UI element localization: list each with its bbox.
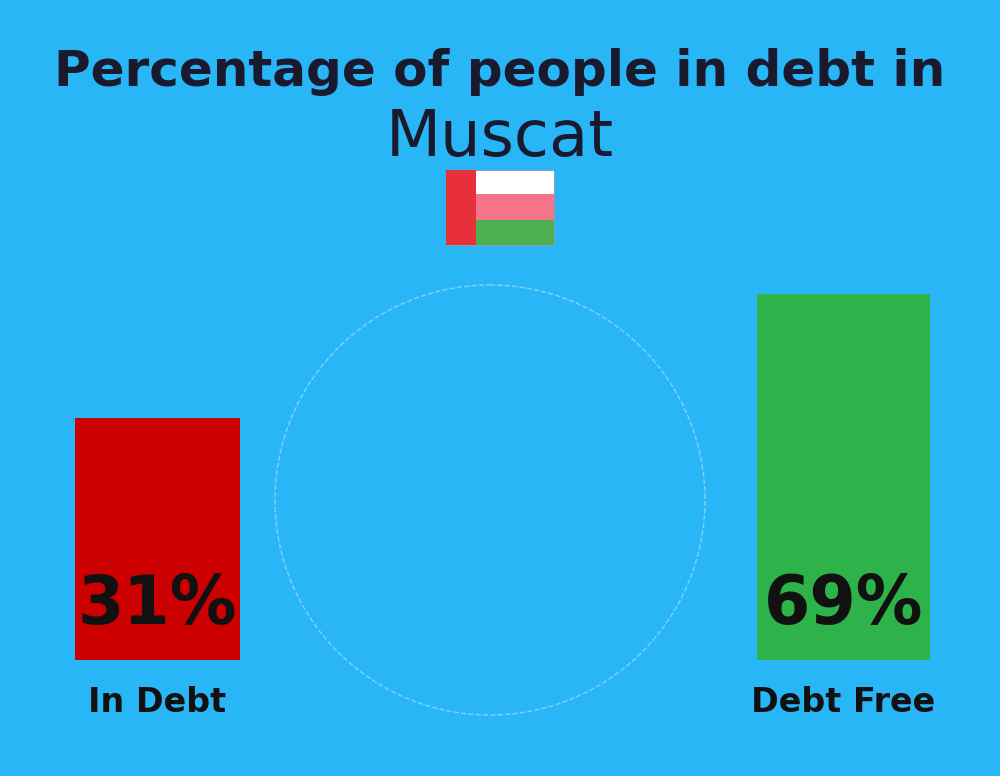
Text: 31%: 31%	[78, 572, 237, 638]
FancyBboxPatch shape	[476, 194, 554, 224]
Text: Percentage of people in debt in: Percentage of people in debt in	[54, 48, 946, 96]
Text: Debt Free: Debt Free	[751, 685, 936, 719]
FancyBboxPatch shape	[757, 294, 930, 660]
FancyBboxPatch shape	[75, 418, 240, 660]
FancyBboxPatch shape	[476, 220, 554, 244]
FancyBboxPatch shape	[446, 169, 554, 244]
Text: Muscat: Muscat	[386, 107, 614, 169]
FancyBboxPatch shape	[446, 169, 476, 244]
Text: In Debt: In Debt	[88, 685, 227, 719]
Text: 69%: 69%	[764, 572, 923, 638]
